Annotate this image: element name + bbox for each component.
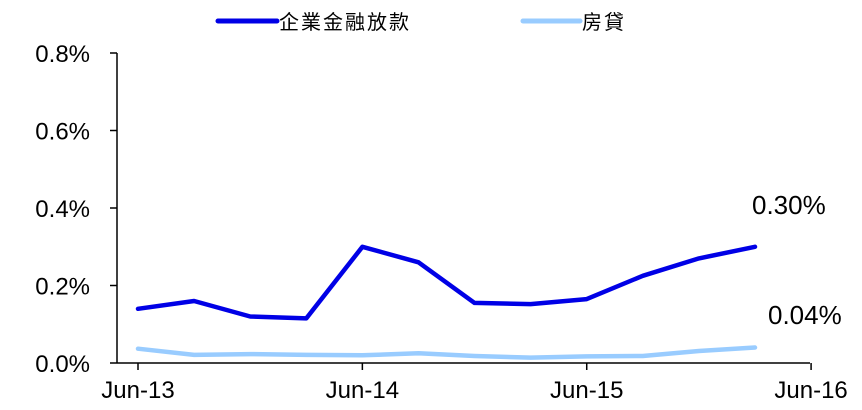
x-tick-label: Jun-14 — [326, 377, 399, 404]
series-line-corporate-loans — [135, 244, 758, 321]
series-group — [135, 244, 758, 360]
y-tick-label: 0.4% — [35, 196, 90, 223]
x-tick-label: Jun-13 — [101, 377, 174, 404]
x-tick-label: Jun-15 — [550, 377, 623, 404]
y-tick-label: 0.8% — [35, 41, 90, 68]
legend-label: 企業金融放款 — [279, 10, 411, 34]
end-value-label: 0.04% — [768, 300, 842, 330]
series-line-mortgage — [135, 345, 758, 360]
legend: 企業金融放款 房貸 — [215, 10, 626, 34]
axes: 0.0% 0.2% 0.4% 0.6% 0.8% Jun-13 Jun-14 Jun-15 Ju… — [35, 41, 847, 404]
x-tick-label: Jun-16 — [774, 377, 847, 404]
legend-label: 房貸 — [582, 10, 626, 34]
end-value-label: 0.30% — [752, 190, 826, 220]
y-tick-label: 0.2% — [35, 274, 90, 301]
end-labels: 0.04% 0.30% — [752, 190, 842, 330]
y-tick-label: 0.0% — [35, 351, 90, 378]
y-tick-label: 0.6% — [35, 119, 90, 146]
